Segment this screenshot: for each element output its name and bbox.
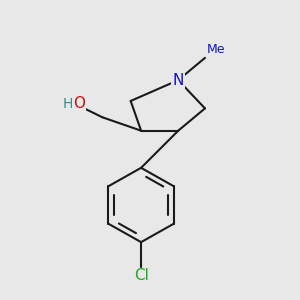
Text: Me: Me: [206, 44, 225, 56]
Text: O: O: [73, 96, 85, 111]
Text: N: N: [172, 73, 184, 88]
Text: H: H: [62, 97, 73, 111]
Text: Cl: Cl: [134, 268, 148, 283]
